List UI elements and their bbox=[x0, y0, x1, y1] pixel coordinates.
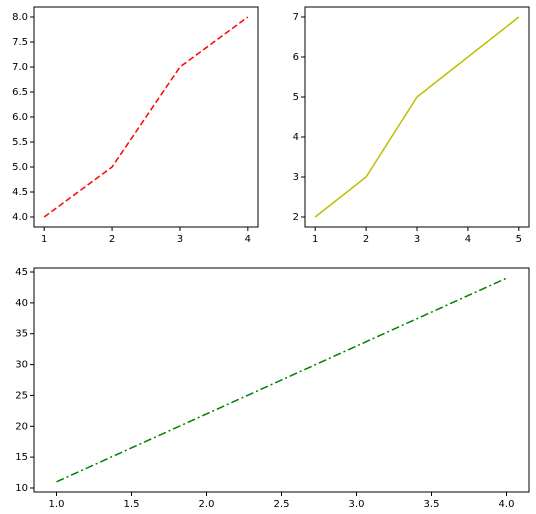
x-tick-label: 1.0 bbox=[49, 499, 65, 510]
data-line bbox=[56, 277, 507, 483]
x-tick-label: 2 bbox=[363, 234, 369, 245]
y-tick-label: 7 bbox=[293, 12, 299, 23]
x-tick-label: 2 bbox=[109, 234, 115, 245]
y-tick-label: 20 bbox=[15, 421, 28, 432]
x-tick-label: 3.0 bbox=[349, 499, 365, 510]
y-tick-label: 4 bbox=[293, 132, 299, 143]
x-tick-label: 5 bbox=[516, 234, 522, 245]
y-tick-label: 6 bbox=[293, 52, 299, 63]
y-tick-label: 15 bbox=[15, 452, 28, 463]
y-tick-label: 5 bbox=[293, 92, 299, 103]
data-line bbox=[314, 16, 520, 218]
y-tick-label: 7.0 bbox=[12, 62, 28, 73]
y-tick-label: 4.5 bbox=[12, 187, 28, 198]
y-tick-label: 8.0 bbox=[12, 12, 28, 23]
y-tick-label: 6.5 bbox=[12, 87, 28, 98]
y-tick-label: 2 bbox=[293, 212, 299, 223]
x-tick-label: 4 bbox=[465, 234, 471, 245]
x-tick-label: 1 bbox=[312, 234, 318, 245]
x-tick-label: 3.5 bbox=[424, 499, 440, 510]
x-tick-label: 2.5 bbox=[274, 499, 290, 510]
x-tick-label: 4.0 bbox=[499, 499, 515, 510]
y-tick-label: 45 bbox=[15, 267, 28, 278]
data-line bbox=[43, 16, 249, 218]
y-tick-label: 3 bbox=[293, 172, 299, 183]
y-tick-label: 10 bbox=[15, 483, 28, 494]
y-tick-label: 6.0 bbox=[12, 112, 28, 123]
axes-frame bbox=[304, 6, 530, 228]
y-tick-label: 40 bbox=[15, 298, 28, 309]
y-tick-label: 5.5 bbox=[12, 137, 28, 148]
x-tick-label: 1 bbox=[41, 234, 47, 245]
y-tick-label: 25 bbox=[15, 390, 28, 401]
y-tick-label: 4.0 bbox=[12, 212, 28, 223]
x-tick-label: 2.0 bbox=[199, 499, 215, 510]
x-tick-label: 3 bbox=[177, 234, 183, 245]
y-tick-label: 35 bbox=[15, 329, 28, 340]
x-tick-label: 4 bbox=[245, 234, 251, 245]
y-tick-label: 7.5 bbox=[12, 37, 28, 48]
x-tick-label: 1.5 bbox=[124, 499, 140, 510]
x-tick-label: 3 bbox=[414, 234, 420, 245]
y-tick-label: 5.0 bbox=[12, 162, 28, 173]
y-tick-label: 30 bbox=[15, 360, 28, 371]
